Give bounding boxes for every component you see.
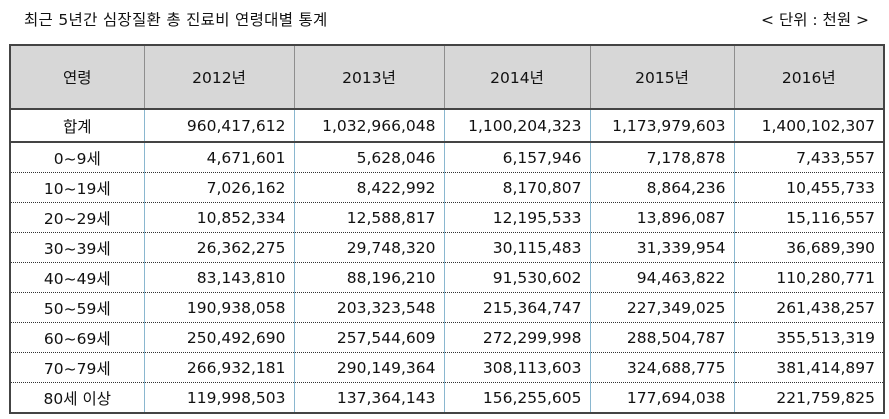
cell-value: 261,438,257 [733,292,885,323]
cell-value: 290,149,364 [293,352,445,383]
cell-value: 15,116,557 [733,202,885,233]
cell-value: 12,588,817 [293,202,445,233]
cell-value: 12,195,533 [443,202,591,233]
cell-value: 8,422,992 [293,172,445,203]
cell-value: 119,998,503 [143,382,295,414]
table-title: 최근 5년간 심장질환 총 진료비 연령대별 통계 [24,11,328,29]
cell-value: 94,463,822 [589,262,735,293]
cell-value: 288,504,787 [589,322,735,353]
cell-value: 110,280,771 [733,262,885,293]
cell-value: 26,362,275 [143,232,295,263]
table-row: 10~19세 7,026,162 8,422,992 8,170,807 8,8… [9,172,885,203]
cell-value: 250,492,690 [143,322,295,353]
cell-value: 156,255,605 [443,382,591,414]
cell-value: 31,339,954 [589,232,735,263]
cell-value: 221,759,825 [733,382,885,414]
cell-value: 36,689,390 [733,232,885,263]
cell-value: 29,748,320 [293,232,445,263]
row-label: 20~29세 [9,202,145,233]
cell-value: 83,143,810 [143,262,295,293]
cell-value: 215,364,747 [443,292,591,323]
row-label: 30~39세 [9,232,145,263]
table-row: 80세 이상 119,998,503 137,364,143 156,255,6… [9,382,885,414]
cell-value: 13,896,087 [589,202,735,233]
cell-value: 266,932,181 [143,352,295,383]
cell-value: 137,364,143 [293,382,445,414]
table-row: 60~69세 250,492,690 257,544,609 272,299,9… [9,322,885,353]
cell-value: 8,170,807 [443,172,591,203]
cell-value: 355,513,319 [733,322,885,353]
header-row: 연령 2012년 2013년 2014년 2015년 2016년 [9,44,885,110]
cell-value: 88,196,210 [293,262,445,293]
cell-value: 1,400,102,307 [733,109,885,143]
cell-value: 190,938,058 [143,292,295,323]
cell-value: 10,852,334 [143,202,295,233]
cell-value: 10,455,733 [733,172,885,203]
cell-value: 203,323,548 [293,292,445,323]
header-2015: 2015년 [589,44,735,110]
table-row: 0~9세 4,671,601 5,628,046 6,157,946 7,178… [9,142,885,173]
cell-value: 5,628,046 [293,142,445,173]
cell-value: 1,173,979,603 [589,109,735,143]
cell-value: 8,864,236 [589,172,735,203]
cell-value: 960,417,612 [143,109,295,143]
row-label: 0~9세 [9,142,145,173]
cell-value: 7,433,557 [733,142,885,173]
row-label: 합계 [9,109,145,143]
header-2016: 2016년 [733,44,885,110]
cell-value: 91,530,602 [443,262,591,293]
table-row: 30~39세 26,362,275 29,748,320 30,115,483 … [9,232,885,263]
cell-value: 1,032,966,048 [293,109,445,143]
header-age: 연령 [9,44,145,110]
header-2014: 2014년 [443,44,591,110]
cell-value: 6,157,946 [443,142,591,173]
cell-value: 308,113,603 [443,352,591,383]
table-row: 40~49세 83,143,810 88,196,210 91,530,602 … [9,262,885,293]
cell-value: 7,178,878 [589,142,735,173]
table-row: 70~79세 266,932,181 290,149,364 308,113,6… [9,352,885,383]
header-2012: 2012년 [143,44,295,110]
stats-table: 연령 2012년 2013년 2014년 2015년 2016년 합계 960,… [9,44,885,414]
cell-value: 4,671,601 [143,142,295,173]
cell-value: 177,694,038 [589,382,735,414]
table-row: 50~59세 190,938,058 203,323,548 215,364,7… [9,292,885,323]
row-label: 70~79세 [9,352,145,383]
cell-value: 272,299,998 [443,322,591,353]
row-label: 50~59세 [9,292,145,323]
cell-value: 7,026,162 [143,172,295,203]
row-label: 60~69세 [9,322,145,353]
row-label: 10~19세 [9,172,145,203]
row-label: 80세 이상 [9,382,145,414]
cell-value: 381,414,897 [733,352,885,383]
table-row-total: 합계 960,417,612 1,032,966,048 1,100,204,3… [9,109,885,143]
cell-value: 257,544,609 [293,322,445,353]
header-2013: 2013년 [293,44,445,110]
cell-value: 227,349,025 [589,292,735,323]
cell-value: 1,100,204,323 [443,109,591,143]
table-row: 20~29세 10,852,334 12,588,817 12,195,533 … [9,202,885,233]
cell-value: 324,688,775 [589,352,735,383]
cell-value: 30,115,483 [443,232,591,263]
unit-label: < 단위 : 천원 > [761,11,869,29]
row-label: 40~49세 [9,262,145,293]
